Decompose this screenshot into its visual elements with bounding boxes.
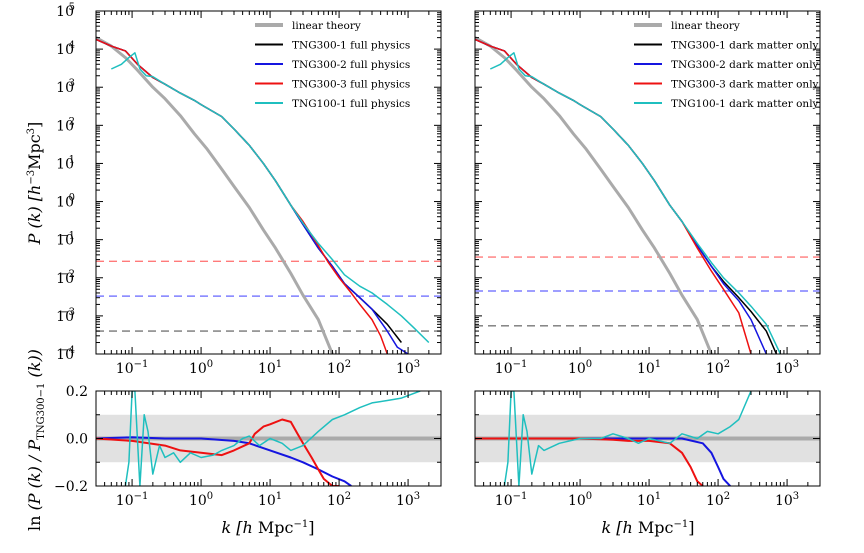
legend-label: TNG100-1 full physics (292, 98, 410, 110)
legend-label: TNG300-1 dark matter only (671, 40, 819, 52)
x-tick-label: 101 (258, 359, 282, 377)
x-tick-label: 100 (189, 491, 213, 509)
y-tick-label: 105 (56, 2, 75, 20)
x-tick-label: 101 (258, 491, 282, 509)
legend-label: TNG300-2 dark matter only (671, 59, 819, 71)
legend-label: TNG100-1 dark matter only (671, 98, 819, 110)
series-tng100-1-full-physics (110, 52, 430, 344)
series-ratio-1 (96, 436, 352, 486)
panel-bottom-left: 10−1 100 101 102 103 −0.2 0.0 0.2 (54, 384, 442, 509)
x-tick-label: 102 (327, 491, 351, 509)
x-tick-label: 100 (568, 359, 592, 377)
series-ratio-2 (96, 418, 340, 486)
y-tick-label: 10−1 (56, 231, 75, 249)
y-tick-label: 100 (56, 193, 75, 211)
y-tick-label: 101 (56, 154, 75, 172)
panel-top-right: 10−1 100 101 102 103 linear theory TNG300-1 da… (474, 10, 821, 377)
x-tick-label: 10−1 (116, 359, 149, 377)
y-axis-title-top: P (k) [h−3Mpc3] (25, 122, 44, 246)
plot-area (96, 36, 441, 354)
x-tick-label: 101 (637, 359, 661, 377)
legend: linear theory TNG300-1 dark matter only TN… (634, 20, 819, 110)
legend-label: linear theory (292, 20, 361, 32)
series-tng100-1-dark-matter-only (489, 52, 782, 354)
y-tick-label: 102 (56, 116, 75, 134)
series-linear-theory (96, 36, 334, 354)
x-axis-title-right: k [h Mpc−1] (602, 518, 695, 537)
legend-label: linear theory (671, 20, 740, 32)
x-axis-title-left: k [h Mpc−1] (222, 518, 315, 537)
x-tick-label: 103 (396, 359, 420, 377)
x-tick-label: 102 (706, 491, 730, 509)
y-tick-label: 10−2 (56, 269, 75, 287)
legend-label: TNG300-1 full physics (292, 40, 410, 52)
y-tick-label: 10−3 (56, 307, 75, 325)
x-tick-label: 100 (568, 491, 592, 509)
panel-bottom-right: 10−1 100 101 102 103 (474, 390, 821, 509)
legend: linear theory TNG300-1 full physics TNG300… (255, 20, 410, 110)
x-tick-label: 10−1 (116, 491, 149, 509)
x-tick-label: 101 (637, 491, 661, 509)
axes-frame (474, 10, 821, 355)
series-ratio-3 (124, 391, 421, 486)
series-linear-theory (475, 36, 713, 354)
plot-area (475, 36, 820, 354)
panel-top-left: 10−1 100 101 102 103 10−4 10−3 10−2 10−1 100 101 10… (56, 2, 442, 377)
y-tick-label: 104 (56, 40, 75, 58)
legend-label: TNG300-2 full physics (292, 59, 410, 71)
x-tick-label: 103 (396, 491, 420, 509)
legend-label: TNG300-3 dark matter only (671, 79, 819, 91)
x-tick-label: 102 (706, 359, 730, 377)
x-tick-label: 103 (775, 491, 799, 509)
x-tick-label: 103 (775, 359, 799, 377)
legend-label: TNG300-3 full physics (292, 79, 410, 91)
series-ratio-3 (503, 391, 752, 486)
y-tick-label: 10−4 (56, 345, 75, 363)
x-tick-label: 10−1 (495, 491, 528, 509)
x-tick-label: 10−1 (495, 359, 528, 377)
y-axis-title-bottom: ln (P (k) / PTNG300−1 (k)) (25, 349, 47, 531)
axes-frame (95, 10, 442, 355)
y-tick-label: 103 (56, 78, 75, 96)
y-tick-label: 0.2 (66, 384, 88, 400)
plot-area (96, 391, 441, 486)
y-tick-label: −0.2 (54, 479, 88, 495)
x-tick-label: 100 (189, 359, 213, 377)
plot-area (475, 391, 820, 486)
y-tick-label: 0.0 (66, 432, 88, 448)
series-ratio-2 (475, 437, 704, 486)
x-tick-label: 102 (327, 359, 351, 377)
